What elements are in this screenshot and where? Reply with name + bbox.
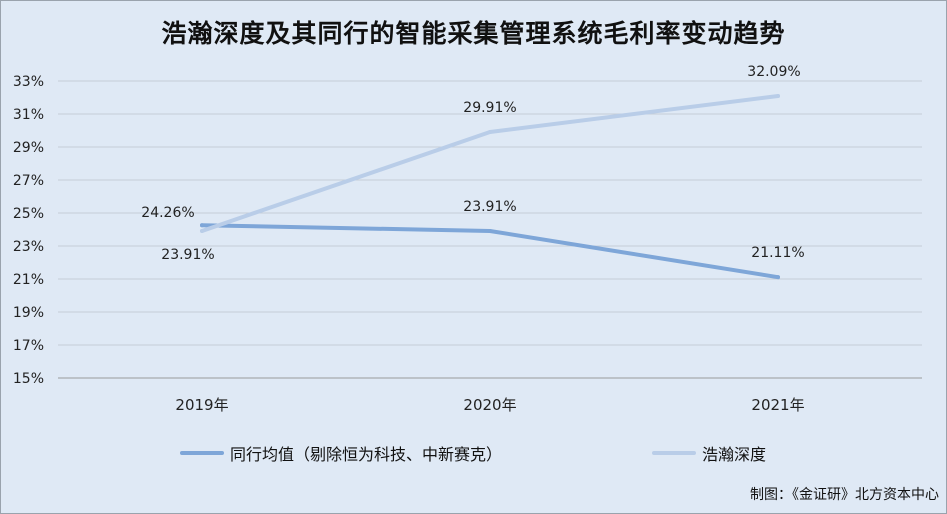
y-tick-label: 21%	[13, 272, 44, 288]
y-tick-label: 31%	[13, 107, 44, 123]
y-tick-label: 33%	[13, 74, 44, 90]
x-category-label: 2019年	[175, 396, 228, 414]
data-point	[200, 228, 204, 233]
y-tick-label: 27%	[13, 173, 44, 189]
x-category-label: 2020年	[463, 396, 516, 414]
legend-label-peer-average: 同行均值（剔除恒为科技、中新赛克）	[230, 445, 503, 464]
legend-item-peer-average: 同行均值（剔除恒为科技、中新赛克）	[180, 441, 502, 465]
data-point	[200, 223, 204, 228]
data-label: 23.91%	[161, 247, 214, 263]
source-credit: 制图：《金证研》北方资本中心	[750, 487, 939, 503]
data-label: 23.91%	[463, 199, 516, 215]
data-point	[776, 275, 780, 280]
data-point	[488, 228, 492, 233]
data-label: 32.09%	[747, 64, 800, 80]
legend-item-haohan: 浩瀚深度	[652, 441, 766, 465]
y-tick-label: 23%	[13, 239, 44, 255]
y-tick-label: 25%	[13, 206, 44, 222]
legend-label-haohan: 浩瀚深度	[702, 445, 767, 464]
legend-swatch-haohan	[652, 451, 696, 455]
data-label: 21.11%	[751, 245, 804, 261]
data-label: 29.91%	[463, 100, 516, 116]
x-category-label: 2021年	[751, 396, 804, 414]
y-tick-label: 19%	[13, 305, 44, 321]
data-label: 24.26%	[141, 205, 194, 221]
data-point	[488, 129, 492, 134]
y-tick-label: 15%	[13, 371, 44, 387]
series-line-0	[200, 223, 780, 280]
data-point	[776, 94, 780, 99]
chart-title: 浩瀚深度及其同行的智能采集管理系统毛利率变动趋势	[161, 19, 786, 48]
legend: 同行均值（剔除恒为科技、中新赛克） 浩瀚深度	[0, 441, 947, 467]
y-tick-label: 17%	[13, 338, 44, 354]
legend-swatch-peer-average	[180, 451, 224, 455]
y-tick-label: 29%	[13, 140, 44, 156]
